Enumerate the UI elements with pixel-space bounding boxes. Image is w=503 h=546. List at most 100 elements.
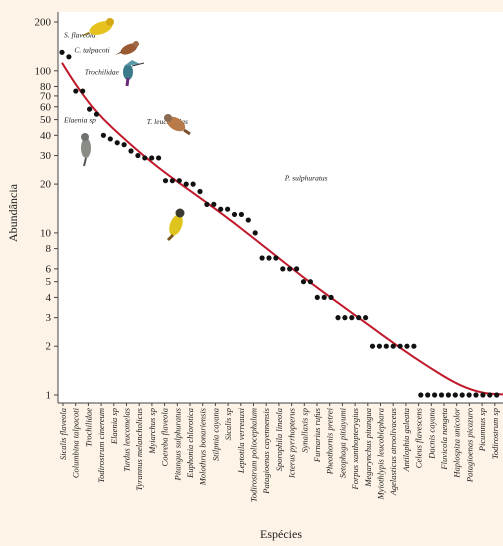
x-tick-label: Leptotila verreauxi [236,407,246,474]
data-point [73,88,79,94]
x-tick-label: Pitangus sulphuratus [172,407,182,481]
x-tick-label: Antilophia galeata [401,408,411,473]
data-point [480,392,486,398]
x-tick-label: Columbina talpacoti [71,407,81,478]
x-tick-label: Sicalis flaveola [58,408,68,460]
dove-icon [115,41,139,55]
x-tick-label: Celeus flavescens [414,407,424,468]
data-point [121,142,127,148]
kiskadee-icon [166,208,185,242]
y-tick-label: 80 [40,81,52,93]
y-tick-label: 40 [40,130,52,142]
data-point [494,392,500,398]
thrush-icon [164,114,191,136]
data-point [369,343,376,349]
data-point [452,392,458,398]
data-point [314,294,320,301]
x-tick-label: Todirostrum poliocephalum [249,408,259,502]
x-tick-label: Forpus xanthopterygius [350,407,360,490]
species-annotation: Trochilidae [85,67,120,76]
y-tick-label: 70 [40,90,52,102]
data-point [280,266,286,272]
data-point [390,343,396,349]
x-tick-label: Trochilidae [83,408,93,447]
y-tick-label: 60 [40,101,52,113]
data-point [225,206,231,212]
data-point [231,211,238,218]
bird-illustrations [80,18,191,242]
x-tick-label: Sporophila lineola [274,408,284,471]
x-tick-label: Stilpnia cayana [210,408,220,461]
data-point [466,392,472,398]
data-point [156,155,162,161]
data-point [363,315,369,321]
fit-curve [61,62,503,396]
data-point [335,315,341,321]
data-point [376,343,382,349]
data-point [135,152,141,159]
y-axis-title: Abundância [6,183,20,242]
data-point [287,266,293,272]
data-point [328,294,334,301]
data-point [294,266,300,272]
data-point [190,181,196,187]
y-tick-label: 10 [40,227,52,239]
data-point [162,178,169,184]
data-point [252,230,258,236]
data-point [169,178,175,184]
x-tick-label: Icterus pyrrhopterus [287,407,297,479]
data-point [114,140,120,146]
y-tick-label: 20 [40,179,52,191]
data-point [321,294,327,301]
data-point [411,343,417,349]
data-point [100,132,106,138]
data-point [107,136,113,142]
data-point [204,201,210,207]
y-tick-label: 50 [40,114,52,126]
yellow-bird-icon [80,18,114,36]
x-tick-label: Myiarchus sp [147,408,157,455]
data-point [459,392,465,398]
data-point [238,211,244,218]
x-tick-label: Todirostrum cinereum [96,408,106,483]
x-tick-label: Agelasticus atroolivaceus [388,407,398,496]
data-point [425,392,431,398]
data-point [349,315,355,321]
x-tick-label: Euphonia chlorotica [185,408,195,479]
data-point [218,206,224,212]
data-point [197,188,203,195]
data-point [438,392,445,398]
y-tick-label: 4 [46,292,52,304]
data-point [342,315,348,321]
species-annotation: Elaenia sp [63,115,96,124]
x-tick-label: Pheothornis pretrei [325,407,335,475]
data-point [128,148,134,154]
x-tick-label: Sicalis sp [223,408,233,440]
species-annotation: S. flaveola [64,31,96,40]
x-tick-label: Patagioenas picazuro [464,408,474,483]
data-point [473,392,479,398]
y-tick-label: 100 [35,65,52,77]
data-point [142,155,148,161]
data-point [87,106,93,112]
data-point [149,155,155,161]
data-point [266,255,272,261]
data-point [383,343,389,349]
data-point [66,54,72,60]
plot-background [58,12,503,403]
hummingbird-icon [123,60,145,87]
y-tick-label: 5 [46,276,52,288]
x-tick-label: Fluvicola nengeta [439,408,449,471]
x-tick-label: Dacnis cayana [426,408,436,460]
x-tick-label: Myiothlypis leucoblephara [376,408,386,500]
x-tick-label: Tyrannus melancholicus [134,407,144,490]
x-tick-label: Turdus leucomelas [122,407,132,471]
data-point [183,181,189,187]
y-tick-label: 30 [40,150,52,162]
data-point [59,49,65,55]
x-tick-label: Megarynchus pitangua [363,408,373,488]
data-point [418,392,424,398]
x-tick-label: Synallaxis sp [299,408,309,453]
data-point [259,255,265,261]
